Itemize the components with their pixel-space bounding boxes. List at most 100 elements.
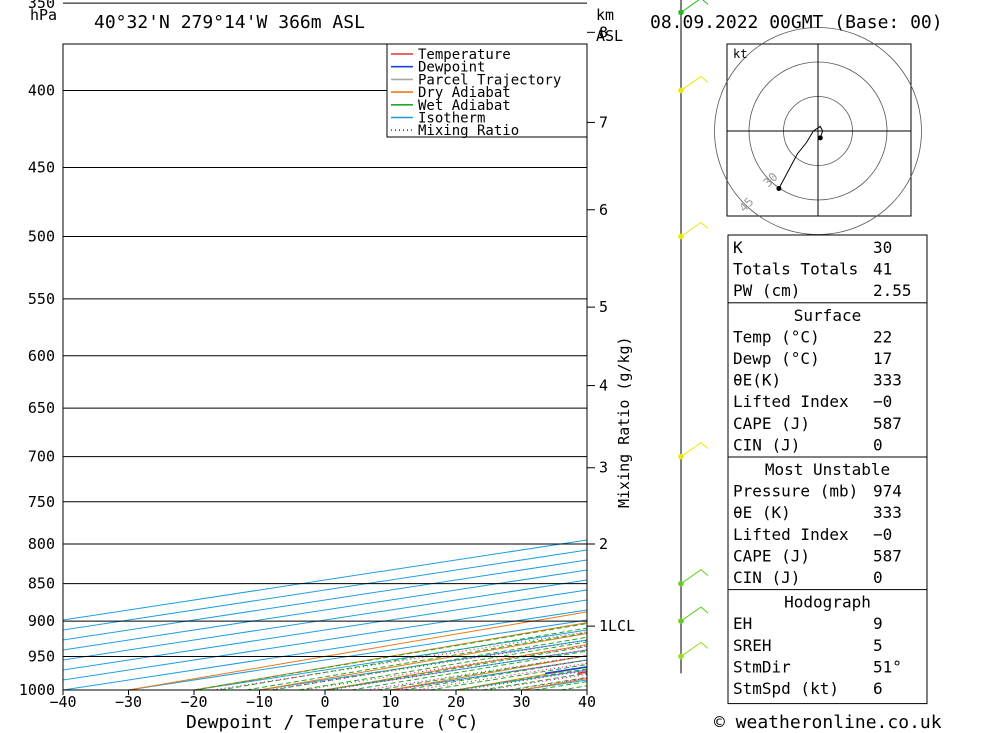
height-tick-label: 6: [599, 201, 608, 219]
wind-barb-staff: [680, 0, 700, 13]
x-tick-label: 0: [320, 693, 329, 711]
unstable-indices-label: Pressure (mb): [733, 482, 858, 501]
pressure-tick-label: 550: [28, 290, 55, 308]
wind-barb-flag: [700, 442, 709, 450]
hodograph-indices-label: StmDir: [733, 657, 791, 676]
legend-entry: Parcel Trajectory: [418, 72, 561, 88]
hodograph-indices-label: StmSpd (kt): [733, 679, 839, 698]
credit-link[interactable]: © weatheronline.co.uk: [714, 712, 942, 733]
x-tick-label: −20: [180, 693, 207, 711]
unstable-indices-box: [727, 456, 928, 594]
surface-indices-box: [727, 302, 928, 461]
legend-entry: Dry Adiabat: [418, 85, 511, 101]
wind-barb-flag: [700, 76, 709, 83]
pressure-tick-label: 600: [28, 347, 55, 365]
wind-barb-flag: [702, 0, 709, 5]
pressure-tick-label: 650: [28, 399, 55, 417]
wind-barb-staff: [680, 569, 702, 585]
height-tick-label: 3: [599, 459, 608, 477]
surface-indices-label: CAPE (J): [733, 414, 810, 433]
wind-barb-staff: [680, 642, 702, 657]
hodograph-indices-label: EH: [733, 614, 752, 633]
general-indices-value: 2.55: [873, 281, 912, 300]
hodograph-indices-value: 6: [873, 679, 883, 698]
height-tick-label: 2: [599, 535, 608, 553]
x-tick-label: 40: [578, 693, 596, 711]
surface-indices-value: 22: [873, 327, 892, 346]
surface-indices-label: θE(K): [733, 371, 781, 390]
pressure-tick-label: 400: [28, 81, 55, 99]
isotherm-line: [63, 549, 587, 631]
surface-indices-label: CIN (J): [733, 435, 800, 454]
indices-table: K 30 Totals Totals 41 PW (cm) 2.55 Surface Temp…: [727, 234, 928, 705]
general-indices-label: Totals Totals: [733, 260, 858, 279]
hodograph-point: [817, 135, 823, 141]
wind-barb-flag: [700, 569, 709, 577]
hodograph-indices-value: 5: [873, 636, 883, 655]
surface-indices-label: Dewp (°C): [733, 349, 820, 368]
wind-barb-flag: [700, 222, 709, 229]
general-indices-value: 30: [873, 238, 892, 257]
pressure-tick-label: 1000: [19, 681, 55, 699]
pressure-tick-label: 700: [28, 448, 55, 466]
surface-indices-value: −0: [873, 392, 892, 411]
pressure-tick-label: 750: [28, 493, 55, 511]
unstable-indices-value: 587: [873, 546, 902, 565]
surface-indices-value: 587: [873, 414, 902, 433]
unstable-indices-value: 974: [873, 482, 902, 501]
height-tick-label: 1LCL: [599, 617, 635, 635]
hodograph-indices-box: [727, 589, 928, 705]
unstable-indices-label: θE (K): [733, 503, 791, 522]
hodograph-indices-value: 9: [873, 614, 883, 633]
hodograph-indices-title: Hodograph: [784, 593, 871, 612]
general-indices-label: K: [733, 238, 743, 257]
pressure-tick-label: 800: [28, 535, 55, 553]
legend-entry: Isotherm: [418, 111, 485, 127]
surface-indices-label: Temp (°C): [733, 327, 820, 346]
surface-indices-value: 17: [873, 349, 892, 368]
plot-frame: [62, 43, 588, 691]
wind-barb-flag: [700, 606, 709, 614]
unstable-indices-label: CAPE (J): [733, 546, 810, 565]
x-tick-label: 30: [512, 693, 530, 711]
pressure-unit: hPa: [30, 6, 57, 24]
isotherm-line: [63, 539, 587, 621]
general-indices-label: PW (cm): [733, 281, 800, 300]
hodograph-unit: kt: [733, 47, 747, 61]
dry-adiabat-line: [980, 0, 1000, 690]
wind-barb-flag: [700, 642, 709, 649]
legend-entry: Dewpoint: [418, 60, 485, 76]
unstable-indices-value: 0: [873, 568, 883, 587]
height-unit-km: km: [596, 6, 614, 24]
axes: 1234681016202530035040045050055060065070…: [19, 0, 635, 711]
wind-barb-staff: [680, 442, 702, 458]
unstable-indices-label: CIN (J): [733, 568, 800, 587]
datetime-title: 08.09.2022 00GMT (Base: 00): [650, 12, 943, 33]
x-tick-label: 20: [447, 693, 465, 711]
legend-entry: Wet Adiabat: [418, 98, 511, 114]
background-lines: [63, 0, 1000, 690]
surface-indices-title: Surface: [794, 306, 861, 325]
pressure-tick-label: 900: [28, 612, 55, 630]
pressure-tick-label: 850: [28, 575, 55, 593]
hodograph-indices-value: 51°: [873, 657, 902, 676]
wind-barb-staff: [680, 222, 702, 237]
hodograph-frame: [726, 43, 912, 217]
surface-indices-value: 0: [873, 435, 883, 454]
unstable-indices-title: Most Unstable: [765, 460, 890, 479]
legend-box: [386, 43, 588, 138]
unstable-indices-label: Lifted Index: [733, 525, 849, 544]
legend-entry: Temperature: [418, 47, 511, 63]
x-tick-label: −30: [115, 693, 142, 711]
x-tick-label: 10: [381, 693, 399, 711]
wind-barb-staff: [680, 606, 702, 622]
height-tick-label: 8: [599, 23, 608, 41]
general-indices-value: 41: [873, 260, 892, 279]
location-title: 40°32'N 279°14'W 366m ASL: [94, 12, 365, 33]
x-tick-label: −10: [246, 693, 273, 711]
hodograph-trace: [778, 125, 824, 189]
legend-entry: Mixing Ratio: [418, 123, 519, 139]
pressure-tick-label: 500: [28, 227, 55, 245]
pressure-tick-label: 350: [28, 0, 55, 12]
